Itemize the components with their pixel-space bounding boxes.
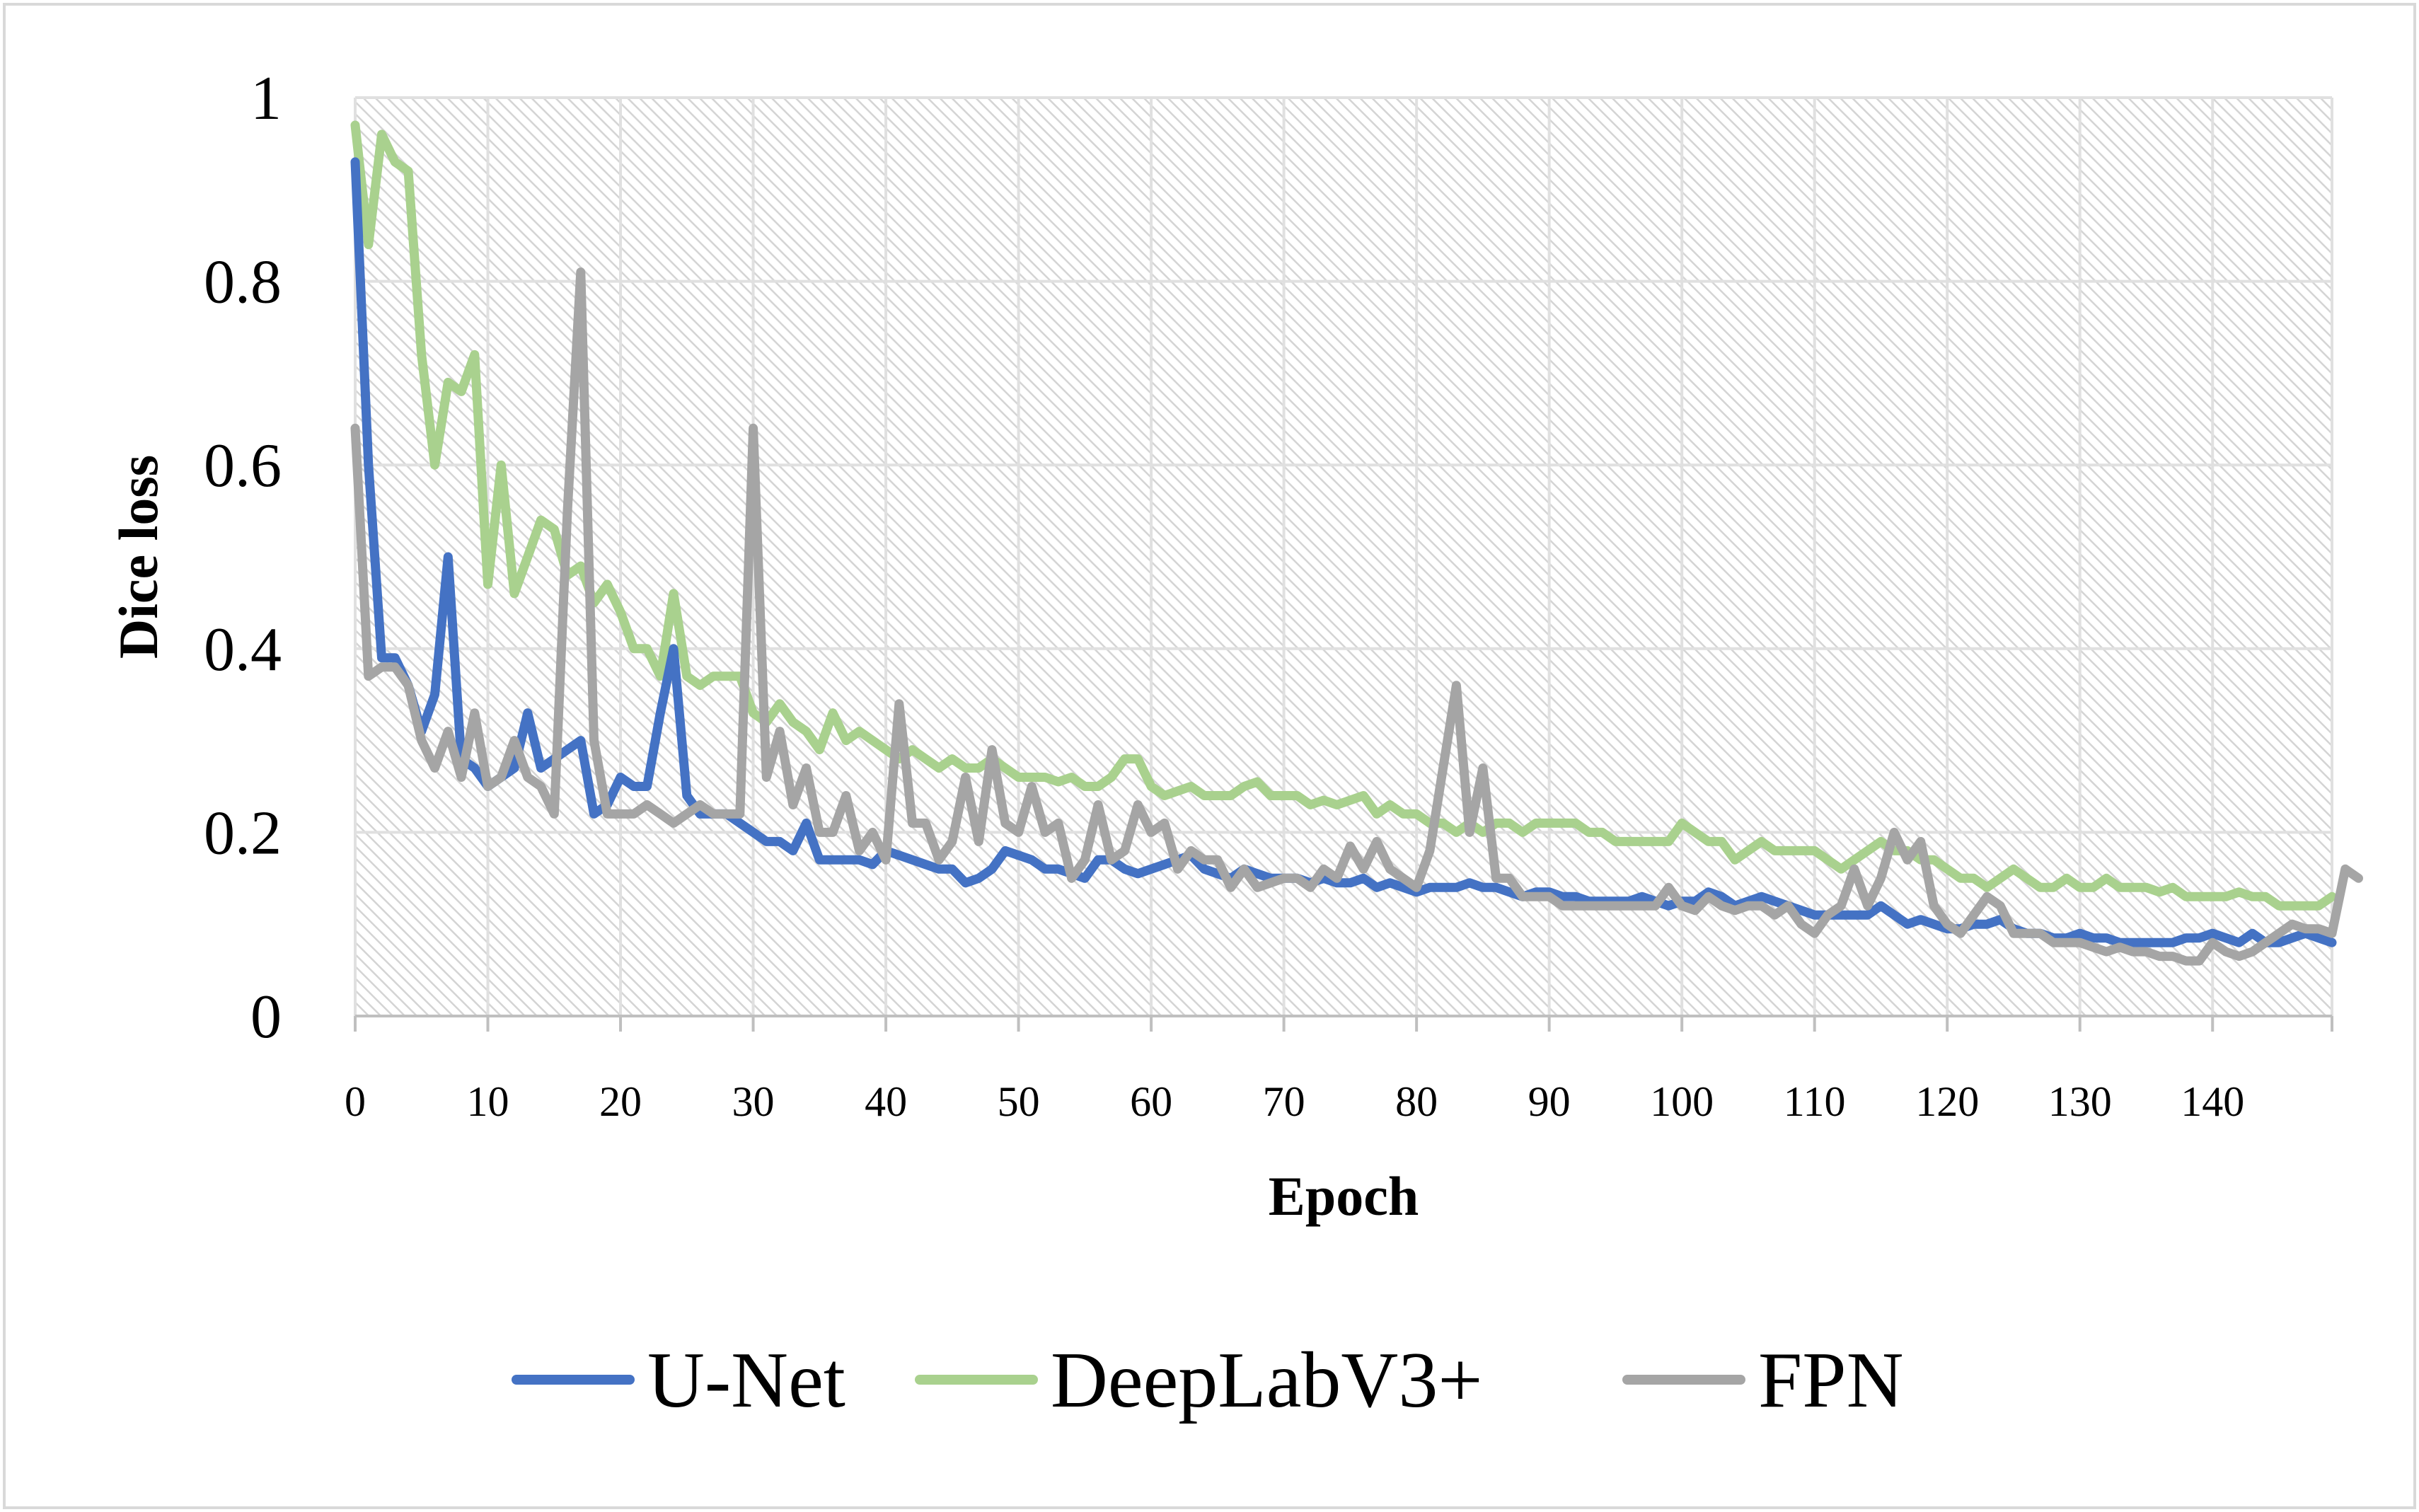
x-tick-label: 40 <box>865 1078 907 1125</box>
y-axis-ticks: 0 0.2 0.4 0.6 0.8 1 <box>204 64 282 1051</box>
x-tick-label: 130 <box>2048 1078 2112 1125</box>
y-tick-label: 0.6 <box>204 432 282 500</box>
y-tick-label: 0.2 <box>204 799 282 867</box>
x-tick-label: 30 <box>732 1078 775 1125</box>
x-tick-label: 60 <box>1130 1078 1172 1125</box>
series-line-u-net <box>350 157 2337 947</box>
x-tick-label: 120 <box>1915 1078 1979 1125</box>
x-tick-label: 70 <box>1263 1078 1305 1125</box>
y-tick-label: 0 <box>250 983 282 1051</box>
x-tick-label: 0 <box>345 1078 366 1125</box>
x-axis-title: Epoch <box>1269 1165 1419 1227</box>
legend-label-u-net: U-Net <box>647 1337 845 1424</box>
series-lines <box>350 120 2363 966</box>
y-axis-title: Dice loss <box>108 455 169 659</box>
series-line-fpn <box>350 267 2363 966</box>
x-tick-label: 90 <box>1528 1078 1571 1125</box>
x-tick-label: 140 <box>2181 1078 2244 1125</box>
x-tick-label: 80 <box>1395 1078 1438 1125</box>
legend-label-deeplabv3-: DeepLabV3+ <box>1051 1337 1482 1424</box>
x-tick-label: 50 <box>998 1078 1040 1125</box>
x-tick-label: 20 <box>599 1078 642 1125</box>
y-tick-label: 1 <box>250 64 282 133</box>
legend: U-Net DeepLabV3+ FPN <box>512 1337 1903 1424</box>
x-axis-ticks: 0 10 20 30 40 50 60 70 80 90 100 110 120 130 140 <box>345 1016 2333 1125</box>
y-tick-label: 0.8 <box>204 248 282 317</box>
y-tick-label: 0.4 <box>204 616 282 684</box>
series-line-deeplabv3- <box>350 120 2337 911</box>
x-tick-label: 110 <box>1784 1078 1846 1125</box>
x-tick-label: 10 <box>467 1078 509 1125</box>
legend-label-fpn: FPN <box>1758 1337 1903 1424</box>
x-tick-label: 100 <box>1650 1078 1714 1125</box>
